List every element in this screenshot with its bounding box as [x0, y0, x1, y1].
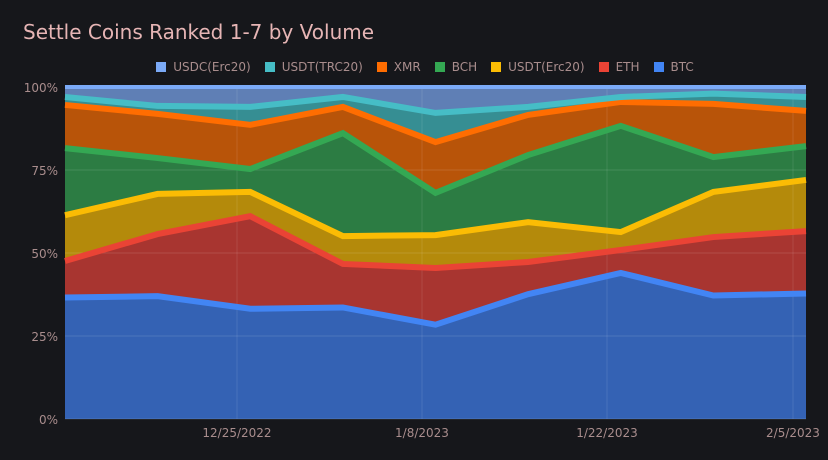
x-tick-label: 1/8/2023: [395, 426, 449, 440]
line-xmr: [64, 98, 807, 146]
legend-swatch: [491, 62, 502, 72]
legend-swatch: [653, 62, 664, 72]
area-usdt-erc20-: [65, 179, 806, 268]
legend-label: BTC: [670, 60, 694, 74]
legend-item-bch[interactable]: BCH: [434, 60, 478, 74]
legend-item-usdc-erc20-[interactable]: USDC(Erc20): [156, 60, 251, 74]
x-tick-label: 12/25/2022: [202, 426, 271, 440]
line-eth: [64, 213, 807, 271]
legend-swatch: [434, 62, 445, 72]
legend-label: ETH: [615, 60, 640, 74]
legend-item-usdt-trc20-[interactable]: USDT(TRC20): [264, 60, 363, 74]
legend-item-btc[interactable]: BTC: [653, 60, 694, 74]
y-tick-label: 0%: [39, 413, 58, 427]
y-tick-label: 75%: [31, 164, 58, 178]
line-usdt-trc20-: [64, 90, 807, 116]
line-bch: [64, 122, 807, 197]
x-tick-label: 1/22/2023: [576, 426, 638, 440]
line-usdt-erc20-: [64, 176, 807, 240]
x-tick-label: 2/5/2023: [766, 426, 820, 440]
legend-item-xmr[interactable]: XMR: [376, 60, 421, 74]
legend-label: XMR: [393, 60, 421, 74]
legend-item-usdt-erc20-[interactable]: USDT(Erc20): [491, 60, 585, 74]
area-bch: [65, 125, 806, 237]
y-tick-label: 100%: [24, 81, 58, 95]
y-tick-label: 25%: [31, 330, 58, 344]
legend-label: USDT(Erc20): [508, 60, 585, 74]
legend-label: USDC(Erc20): [173, 60, 251, 74]
legend-swatch: [376, 62, 387, 72]
y-tick-label: 50%: [31, 247, 58, 261]
legend-swatch: [598, 62, 609, 72]
legend-label: BCH: [451, 60, 478, 74]
legend: USDC(Erc20) USDT(TRC20) XMR BCH USDT(Erc20) E…: [0, 60, 828, 74]
legend-item-eth[interactable]: ETH: [598, 60, 640, 74]
line-btc: [64, 269, 807, 328]
legend-swatch: [156, 62, 167, 72]
chart-title: Settle Coins Ranked 1-7 by Volume: [23, 20, 375, 44]
area-usdt-trc20-: [65, 93, 806, 143]
legend-swatch: [264, 62, 275, 72]
legend-label: USDT(TRC20): [281, 60, 363, 74]
